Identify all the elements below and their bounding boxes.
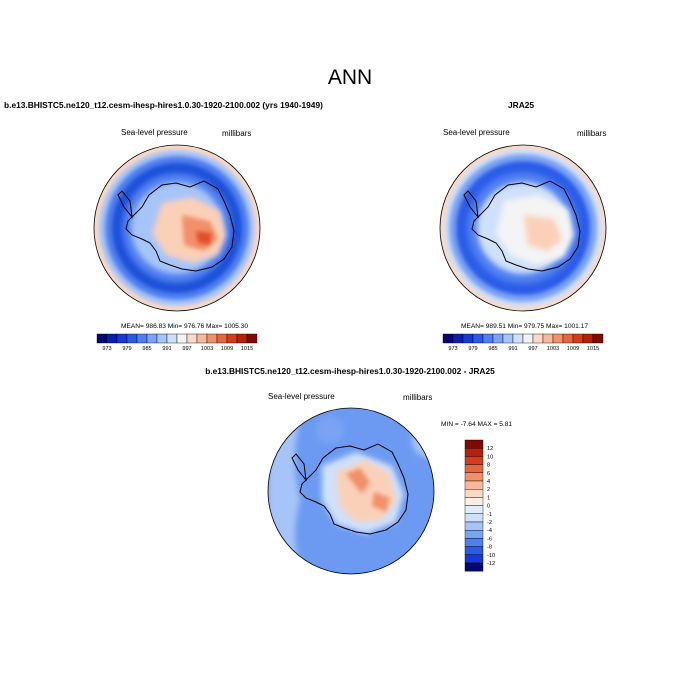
left-colorbar-swatch: [96, 333, 108, 344]
diff-panel-units-label: millibars: [403, 393, 433, 402]
left-panel-stats: MEAN= 986.83 Min= 976.76 Max= 1005.30: [121, 323, 249, 330]
left-colorbar-swatch: [156, 333, 168, 344]
diff-colorbar-tick-label: 4: [487, 479, 490, 485]
right-colorbar-swatch: [532, 333, 544, 344]
right-colorbar-swatch: [492, 333, 504, 344]
diff-colorbar-tick-label: -1: [487, 512, 492, 518]
diff-colorbar-swatch: [464, 513, 484, 523]
diff-panel-polar-map: [267, 407, 435, 575]
diff-colorbar-swatch: [464, 505, 484, 515]
left-colorbar-swatch: [206, 333, 218, 344]
right-colorbar-tick-label: 1003: [547, 346, 559, 352]
left-colorbar-tick-label: 997: [182, 346, 191, 352]
left-colorbar-swatch: [196, 333, 208, 344]
diff-panel-variable-label: Sea-level pressure: [268, 392, 335, 401]
diff-colorbar-swatch: [464, 480, 484, 490]
left-colorbar-swatch: [176, 333, 188, 344]
diff-colorbar-tick-label: 12: [487, 446, 493, 452]
diff-colorbar-swatch: [464, 439, 484, 449]
diff-colorbar-swatch: [464, 521, 484, 531]
right-panel-polar-map: [439, 144, 607, 312]
right-colorbar-tick-label: 973: [448, 346, 457, 352]
right-colorbar-tick-label: 997: [528, 346, 537, 352]
right-panel-variable-label: Sea-level pressure: [443, 128, 510, 137]
right-colorbar-swatch: [592, 333, 604, 344]
right-colorbar-swatch: [482, 333, 494, 344]
left-panel-case-title: b.e13.BHISTC5.ne120_t12.cesm-ihesp-hires…: [4, 100, 323, 110]
diff-colorbar-swatch: [464, 497, 484, 506]
right-colorbar-swatch: [562, 333, 574, 344]
left-colorbar-swatch: [106, 333, 118, 344]
right-colorbar-swatch: [462, 333, 474, 344]
right-colorbar-swatch: [572, 333, 584, 344]
right-panel-stats: MEAN= 989.51 Min= 979.75 Max= 1001.17: [461, 323, 589, 330]
diff-colorbar-swatch: [464, 464, 484, 474]
right-colorbar-tick-label: 979: [468, 346, 477, 352]
right-colorbar-swatch: [522, 333, 534, 344]
left-colorbar-tick-label: 1003: [201, 346, 213, 352]
diff-colorbar-tick-label: -2: [487, 520, 492, 526]
left-colorbar-swatch: [136, 333, 148, 344]
diff-colorbar-swatch: [464, 538, 484, 547]
left-colorbar-swatch: [246, 333, 258, 344]
left-colorbar-swatch: [146, 333, 158, 344]
right-colorbar-swatch: [442, 333, 454, 344]
diff-colorbar-tick-label: -8: [487, 545, 492, 551]
diff-colorbar-tick-label: -4: [487, 528, 492, 534]
diff-colorbar-swatch: [464, 562, 484, 572]
diff-colorbar-tick-label: 8: [487, 463, 490, 469]
left-panel-variable-label: Sea-level pressure: [121, 128, 188, 137]
right-colorbar-swatch: [552, 333, 564, 344]
diff-colorbar-tick-label: -10: [487, 553, 495, 559]
left-colorbar-tick-label: 979: [122, 346, 131, 352]
left-panel-colorbar: 973 979 985 991 997 1003 1009 1015: [96, 333, 258, 352]
right-colorbar-tick-label: 985: [488, 346, 497, 352]
diff-colorbar-swatch: [464, 546, 484, 555]
right-panel-units-label: millibars: [577, 129, 607, 138]
right-colorbar-swatch: [452, 333, 464, 344]
diff-colorbar-tick-label: 1: [487, 495, 490, 501]
left-colorbar-tick-label: 1009: [221, 346, 233, 352]
diff-colorbar-swatch: [464, 448, 484, 457]
right-panel-case-title: JRA25: [508, 100, 535, 110]
main-title: ANN: [327, 66, 373, 89]
diff-colorbar-tick-label: -12: [487, 561, 495, 567]
diff-panel-stats: MIN = -7.64 MAX = 5.81: [441, 421, 513, 428]
diff-colorbar-tick-label: -6: [487, 536, 492, 542]
right-colorbar-swatch: [512, 333, 524, 344]
left-colorbar-swatch: [126, 333, 138, 344]
left-colorbar-swatch: [186, 333, 198, 344]
left-colorbar-swatch: [116, 333, 128, 344]
diff-colorbar-swatch: [464, 554, 484, 564]
left-colorbar-tick-label: 991: [162, 346, 171, 352]
left-colorbar-swatch: [166, 333, 178, 344]
right-colorbar-swatch: [502, 333, 514, 344]
diff-colorbar-tick-label: 10: [487, 454, 493, 460]
diff-colorbar-tick-label: 6: [487, 471, 490, 477]
diff-colorbar-swatch: [464, 472, 484, 482]
left-colorbar-tick-label: 973: [102, 346, 111, 352]
right-colorbar-swatch: [472, 333, 484, 344]
right-colorbar-tick-label: 1009: [567, 346, 579, 352]
left-colorbar-tick-label: 1015: [241, 346, 253, 352]
diff-panel-case-title: b.e13.BHISTC5.ne120_t12.cesm-ihesp-hires…: [205, 366, 495, 376]
diff-colorbar-swatch: [464, 530, 484, 539]
right-colorbar-swatch: [582, 333, 594, 344]
right-colorbar-swatch: [542, 333, 554, 344]
left-panel-polar-map: [93, 144, 261, 312]
right-panel-colorbar: 973 979 985 991 997 1003 1009 1015: [442, 333, 604, 352]
left-colorbar-swatch: [236, 333, 248, 344]
left-colorbar-swatch: [216, 333, 228, 344]
right-colorbar-tick-label: 1015: [587, 346, 599, 352]
diff-colorbar-tick-label: 0: [487, 504, 490, 510]
right-colorbar-tick-label: 991: [508, 346, 517, 352]
left-colorbar-tick-label: 985: [142, 346, 151, 352]
left-panel-units-label: millibars: [222, 129, 252, 138]
diff-colorbar-swatch: [464, 489, 484, 498]
diff-colorbar-tick-label: 2: [487, 487, 490, 493]
left-colorbar-swatch: [226, 333, 238, 344]
diff-colorbar-swatch: [464, 456, 484, 465]
